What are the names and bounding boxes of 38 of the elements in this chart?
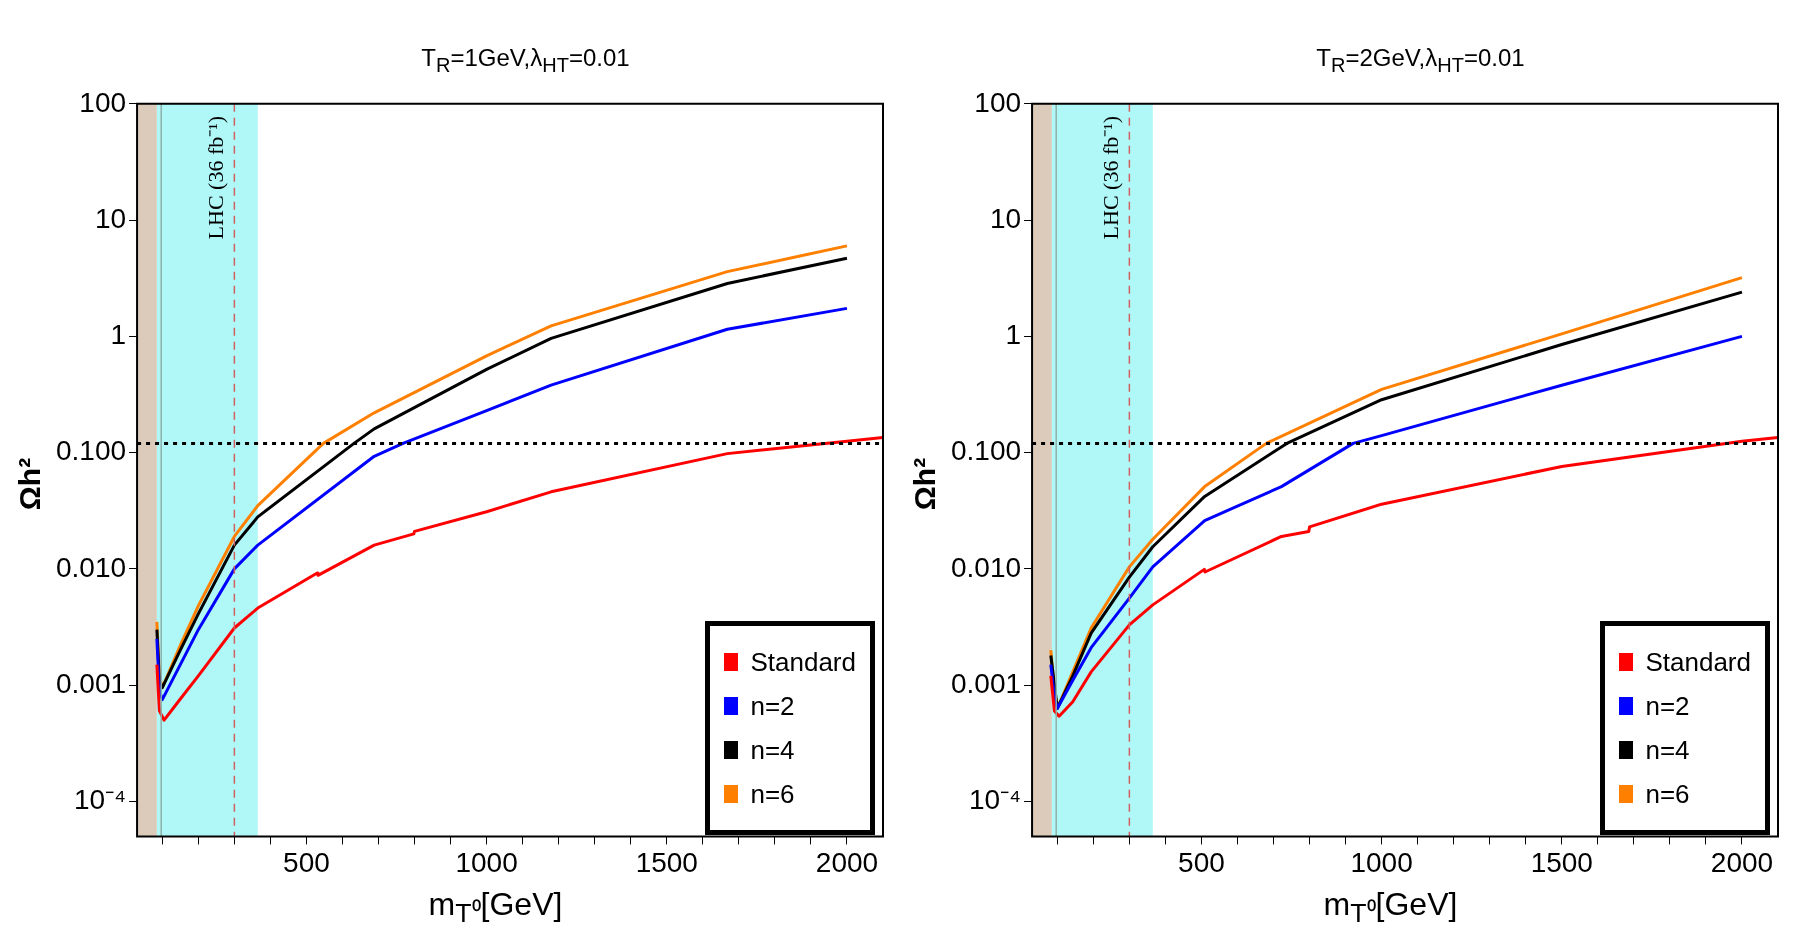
x-tick-label: 2000 [1710,846,1774,878]
y-axis-title: Ωh² [908,457,943,511]
y-tick-label: 0.010 [950,551,1022,583]
y-tick-label: 0.010 [55,551,127,583]
legend-label: n=2 [750,690,795,722]
x-tick-label: 1500 [1530,846,1593,878]
legend-label: Standard [750,646,856,678]
x-tick-label: 1000 [1350,846,1413,878]
y-tick-label: 100 [79,86,127,118]
y-tick-label: 0.001 [950,667,1022,699]
y-axis-title: Ωh² [13,457,48,511]
y-tick-label: 0.100 [950,435,1022,467]
x-tick-label: 500 [1178,846,1225,878]
legend-label: n=6 [1645,778,1690,810]
x-tick-label: 1000 [455,846,518,878]
x-tick-label: 2000 [815,846,879,878]
y-tick-label: 100 [974,86,1022,118]
y-tick-label: 10 [989,202,1022,234]
y-tick-label: 0.100 [55,435,127,467]
legend-label: n=4 [750,734,795,766]
x-axis-title: m$_{T⁰}$[GeV] [427,886,564,931]
y-tick-label: 0.001 [55,667,127,699]
chart-title: T$_{R}$=1GeV,λ$_{HT}$=0.01 [420,43,631,78]
y-tick-label: 10⁻⁴ [968,784,1022,816]
legend-label: n=6 [750,778,795,810]
y-tick-label: 10⁻⁴ [73,784,127,816]
legend-label: n=2 [1645,690,1690,722]
ref-line-label: LHC (36 fb⁻¹) [203,115,229,240]
x-tick-label: 500 [283,846,330,878]
chart-title: T$_{R}$=2GeV,λ$_{HT}$=0.01 [1315,43,1526,78]
x-tick-label: 1500 [635,846,698,878]
y-tick-label: 1 [1005,319,1022,351]
y-tick-label: 1 [110,319,127,351]
legend-label: n=4 [1645,734,1690,766]
legend-label: Standard [1645,646,1751,678]
y-tick-label: 10 [94,202,127,234]
x-axis-title: m$_{T⁰}$[GeV] [1322,886,1459,931]
ref-line-label: LHC (36 fb⁻¹) [1098,115,1124,240]
